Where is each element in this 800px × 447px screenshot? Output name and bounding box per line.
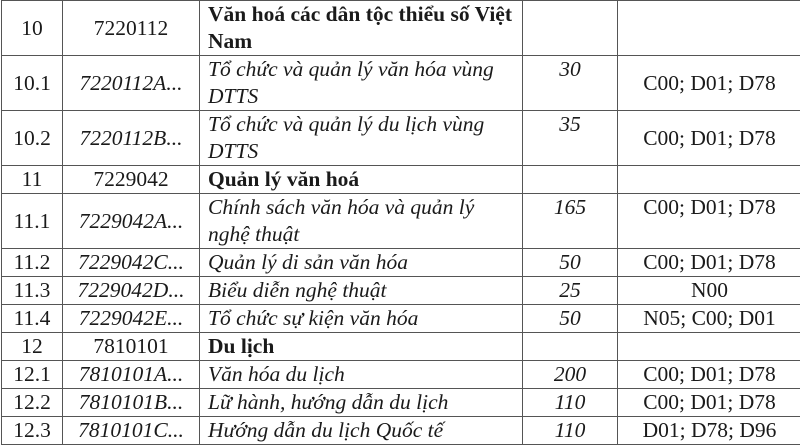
table-row: 10.1 7220112A... Tổ chức và quản lý văn hó… (1, 55, 800, 111)
major-code: 7229042 (62, 165, 200, 194)
major-row: 12 7810101 Du lịch (1, 332, 800, 361)
major-name: Tổ chức và quản lý văn hóa vùng DTTS (199, 55, 523, 111)
row-number: 10 (1, 0, 63, 56)
subject-combinations: C00; D01; D78 (617, 388, 800, 417)
quota: 165 (522, 193, 618, 249)
subject-combinations: C00; D01; D78 (617, 110, 800, 166)
quota: 30 (522, 55, 618, 111)
quota: 110 (522, 416, 618, 445)
table-row: 10.2 7220112B... Tổ chức và quản lý du lịc… (1, 110, 800, 166)
quota: 110 (522, 388, 618, 417)
major-name: Du lịch (199, 332, 523, 361)
major-name: Chính sách văn hóa và quản lý nghệ thuật (199, 193, 523, 249)
row-number: 12.1 (1, 360, 63, 389)
subject-combinations: C00; D01; D78 (617, 193, 800, 249)
subject-combinations: C00; D01; D78 (617, 55, 800, 111)
major-name: Tổ chức sự kiện văn hóa (199, 304, 523, 333)
table-row: 11.2 7229042C... Quản lý di sản văn hóa 50 C… (1, 248, 800, 277)
table-row: 11.3 7229042D... Biểu diễn nghệ thuật 25 N00 (1, 276, 800, 305)
quota: 25 (522, 276, 618, 305)
major-code: 7810101A... (62, 360, 200, 389)
subject-combinations (617, 0, 800, 56)
row-number: 11.4 (1, 304, 63, 333)
table-row: 12.2 7810101B... Lữ hành, hướng dẫn du lịc… (1, 388, 800, 417)
quota: 35 (522, 110, 618, 166)
row-number: 12.2 (1, 388, 63, 417)
major-code: 7229042C... (62, 248, 200, 277)
row-number: 11.2 (1, 248, 63, 277)
table-row: 12.1 7810101A... Văn hóa du lịch 200 C00; D0… (1, 360, 800, 389)
major-code: 7220112A... (62, 55, 200, 111)
major-name: Quản lý văn hoá (199, 165, 523, 194)
subject-combinations (617, 332, 800, 361)
row-number: 10.2 (1, 110, 63, 166)
subject-combinations (617, 165, 800, 194)
major-name: Quản lý di sản văn hóa (199, 248, 523, 277)
quota (522, 0, 618, 56)
row-number: 11.1 (1, 193, 63, 249)
major-name: Hướng dẫn du lịch Quốc tế (199, 416, 523, 445)
quota (522, 165, 618, 194)
major-row: 11 7229042 Quản lý văn hoá (1, 165, 800, 194)
major-name: Văn hóa du lịch (199, 360, 523, 389)
major-name: Lữ hành, hướng dẫn du lịch (199, 388, 523, 417)
major-name: Văn hoá các dân tộc thiểu số Việt Nam (199, 0, 523, 56)
row-number: 11.3 (1, 276, 63, 305)
subject-combinations: D01; D78; D96 (617, 416, 800, 445)
major-name: Tổ chức và quản lý du lịch vùng DTTS (199, 110, 523, 166)
major-code: 7220112B... (62, 110, 200, 166)
quota (522, 332, 618, 361)
table-row: 12.3 7810101C... Hướng dẫn du lịch Quốc tế… (1, 416, 800, 445)
subject-combinations: C00; D01; D78 (617, 360, 800, 389)
major-code: 7810101 (62, 332, 200, 361)
subject-combinations: N00 (617, 276, 800, 305)
quota: 50 (522, 248, 618, 277)
major-code: 7810101B... (62, 388, 200, 417)
major-row: 10 7220112 Văn hoá các dân tộc thiểu số Vi… (1, 0, 800, 56)
major-code: 7220112 (62, 0, 200, 56)
major-code: 7229042E... (62, 304, 200, 333)
row-number: 11 (1, 165, 63, 194)
major-code: 7229042A... (62, 193, 200, 249)
table-row: 11.4 7229042E... Tổ chức sự kiện văn hóa 50… (1, 304, 800, 333)
quota: 200 (522, 360, 618, 389)
quota: 50 (522, 304, 618, 333)
subject-combinations: C00; D01; D78 (617, 248, 800, 277)
table-row: 11.1 7229042A... Chính sách văn hóa và quả… (1, 193, 800, 249)
row-number: 10.1 (1, 55, 63, 111)
major-code: 7810101C... (62, 416, 200, 445)
subject-combinations: N05; C00; D01 (617, 304, 800, 333)
major-name: Biểu diễn nghệ thuật (199, 276, 523, 305)
major-code: 7229042D... (62, 276, 200, 305)
row-number: 12 (1, 332, 63, 361)
row-number: 12.3 (1, 416, 63, 445)
